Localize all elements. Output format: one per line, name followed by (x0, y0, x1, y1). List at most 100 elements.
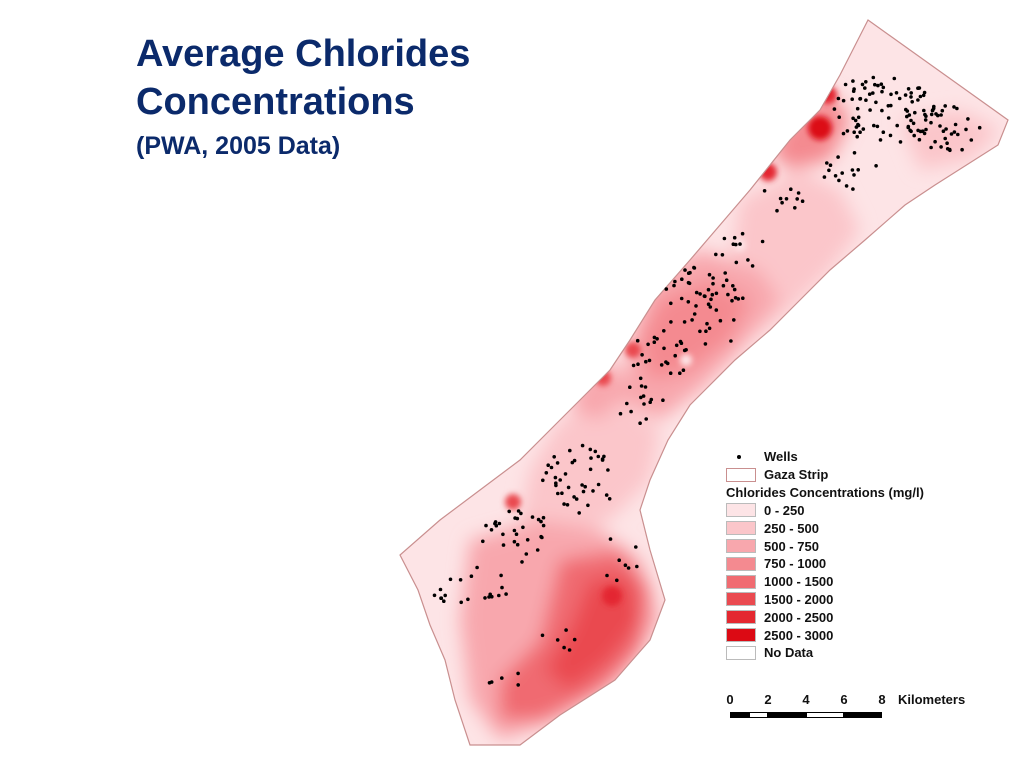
well-point (876, 83, 880, 88)
well-point (692, 265, 696, 270)
well-point (924, 114, 928, 118)
well-point (906, 87, 911, 91)
well-point (631, 363, 636, 368)
scale-segment (730, 712, 749, 718)
well-point (855, 106, 860, 111)
hotspot-8 (680, 354, 692, 366)
well-point (724, 278, 729, 283)
well-point (698, 329, 702, 334)
well-point (836, 155, 840, 159)
well-point (618, 411, 623, 416)
well-point (938, 124, 942, 128)
well-point (939, 145, 943, 149)
well-point (916, 98, 920, 102)
well-point (921, 93, 926, 98)
well-point (944, 127, 948, 131)
well-point (851, 116, 855, 121)
well-point (617, 558, 621, 562)
well-point (943, 136, 947, 141)
well-point (858, 130, 862, 134)
well-point (644, 359, 648, 364)
well-point (564, 628, 568, 632)
legend-boundary: Gaza Strip (726, 466, 924, 484)
well-point (833, 174, 838, 178)
legend-swatch (726, 628, 756, 643)
well-point (711, 276, 715, 280)
well-point (683, 268, 687, 272)
title-block: Average Chlorides Concentrations (PWA, 2… (136, 30, 470, 164)
legend-classes: 0 - 250 250 - 500 500 - 750 750 - 1000 1000 … (726, 502, 924, 662)
legend-swatch (726, 539, 756, 554)
well-point (892, 76, 897, 81)
well-point (535, 548, 540, 552)
well-point (850, 97, 854, 101)
well-point (793, 206, 797, 210)
well-point (730, 298, 734, 303)
legend-class-row: 0 - 250 (726, 502, 924, 520)
well-point (442, 599, 446, 603)
well-point (673, 353, 677, 358)
well-point (544, 471, 549, 475)
legend-class-label: 500 - 750 (764, 538, 819, 554)
well-point (852, 130, 856, 134)
well-point (593, 449, 598, 454)
legend-wells: Wells (726, 448, 924, 466)
well-point (924, 127, 928, 132)
well-point (714, 291, 719, 296)
legend-class-row: 2500 - 3000 (726, 626, 924, 644)
well-point (647, 358, 652, 363)
well-point (714, 308, 719, 312)
well-point (589, 456, 593, 460)
well-point (659, 363, 664, 367)
well-point (906, 124, 911, 129)
legend-class-row: 1000 - 1500 (726, 573, 924, 591)
well-point (525, 538, 530, 542)
well-point (488, 592, 493, 597)
well-point (623, 563, 628, 567)
well-point (679, 296, 684, 301)
well-point (740, 231, 745, 236)
legend-swatch (726, 645, 756, 660)
boundary-swatch (726, 467, 756, 482)
well-point (780, 200, 784, 205)
well-point (524, 552, 529, 556)
well-point (439, 596, 444, 600)
legend-class-row: 500 - 750 (726, 537, 924, 555)
legend-class-label: No Data (764, 645, 814, 661)
well-point (850, 168, 855, 172)
well-point (789, 187, 793, 191)
zone-central-750-1000 (640, 280, 750, 380)
well-point (863, 86, 867, 90)
well-point (615, 578, 619, 583)
well-point (800, 199, 805, 203)
well-point (741, 296, 745, 301)
well-point (864, 80, 868, 84)
well-point (541, 523, 546, 528)
well-point (907, 113, 912, 117)
well-point (646, 342, 650, 347)
well-point (851, 89, 856, 93)
well-point (541, 478, 545, 483)
well-point (889, 92, 893, 97)
well-point (874, 100, 878, 105)
well-point (795, 197, 799, 201)
well-point (941, 129, 946, 133)
well-point (913, 110, 917, 115)
well-point (501, 543, 506, 547)
well-point (665, 361, 670, 366)
well-point (635, 338, 640, 343)
zone-coast-500-750 (570, 360, 630, 420)
well-point (736, 297, 741, 301)
well-point (604, 493, 609, 497)
well-point (922, 108, 926, 113)
well-point (720, 253, 725, 257)
well-point (588, 467, 593, 472)
well-dot-icon (726, 450, 756, 464)
well-point (554, 481, 558, 486)
well-point (729, 339, 733, 343)
well-point (898, 140, 903, 144)
well-point (638, 421, 642, 426)
well-point (969, 138, 974, 142)
well-point (734, 260, 739, 265)
